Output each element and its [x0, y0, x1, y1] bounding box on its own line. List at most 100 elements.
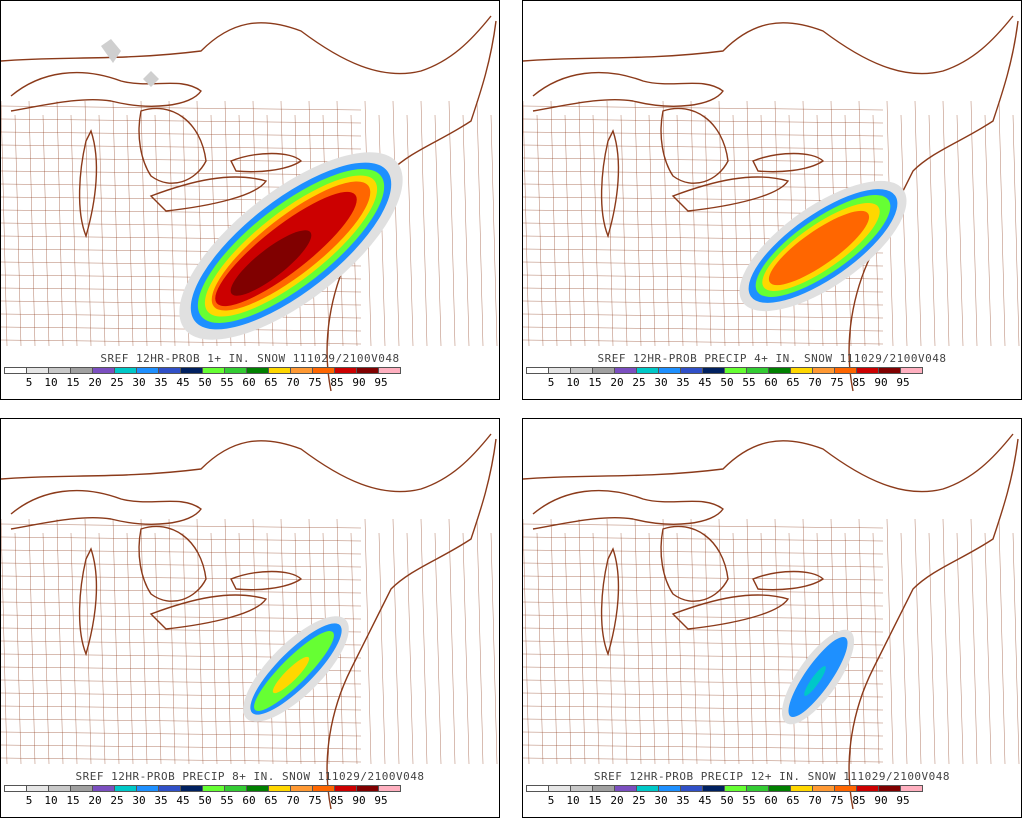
legend-swatch — [856, 785, 879, 792]
legend-tick-label: 15 — [588, 794, 602, 807]
legend-swatch — [224, 785, 247, 792]
legend-swatch — [158, 367, 181, 374]
legend-tick-label: 70 — [286, 794, 300, 807]
legend-tick-label: 10 — [566, 794, 580, 807]
legend-swatch — [356, 785, 379, 792]
legend-tick-label: 5 — [25, 376, 33, 389]
legend-swatch — [268, 367, 291, 374]
legend-swatch — [724, 367, 747, 374]
legend-swatch — [246, 367, 269, 374]
color-legend — [526, 785, 923, 792]
legend-tick-labels: 5 10 15 20 25 30 35 45 50 55 60 65 70 75 85 90 95 — [523, 794, 1021, 808]
legend-swatch — [900, 785, 923, 792]
legend-tick-label: 45 — [698, 376, 712, 389]
legend-tick-label: 30 — [132, 794, 146, 807]
legend-swatch — [114, 367, 137, 374]
legend-tick-label: 10 — [566, 376, 580, 389]
legend-tick-label: 60 — [242, 794, 256, 807]
legend-swatch — [570, 367, 593, 374]
legend-swatch — [48, 367, 71, 374]
snow-probability-map — [1, 15, 498, 392]
legend-swatch — [378, 367, 401, 374]
legend-swatch — [878, 785, 901, 792]
legend-swatch — [334, 367, 357, 374]
legend-tick-label: 25 — [110, 794, 124, 807]
legend-swatch — [636, 367, 659, 374]
legend-swatch — [834, 785, 857, 792]
legend-swatch — [290, 367, 313, 374]
legend-swatch — [526, 367, 549, 374]
legend-swatch — [158, 785, 181, 792]
legend-swatch — [856, 367, 879, 374]
color-legend — [4, 785, 401, 792]
legend-tick-label: 15 — [66, 794, 80, 807]
legend-swatch — [312, 367, 335, 374]
legend-tick-label: 65 — [264, 376, 278, 389]
legend-tick-label: 50 — [720, 794, 734, 807]
legend-tick-label: 85 — [330, 376, 344, 389]
legend-tick-labels: 5 10 15 20 25 30 35 45 50 55 60 65 70 75 85 90 95 — [523, 376, 1021, 390]
legend-swatch — [548, 785, 571, 792]
color-legend — [4, 367, 401, 374]
legend-swatch — [636, 785, 659, 792]
legend-swatch — [180, 367, 203, 374]
panel-title: SREF 12HR-PROB PRECIP 4+ IN. SNOW 111029… — [597, 352, 947, 365]
legend-tick-label: 35 — [676, 376, 690, 389]
legend-tick-label: 75 — [308, 376, 322, 389]
legend-tick-label: 20 — [610, 376, 624, 389]
legend-tick-label: 20 — [610, 794, 624, 807]
map-panel-snow-1in: SREF 12HR-PROB 1+ IN. SNOW 111029/2100V0… — [0, 0, 500, 400]
legend-tick-label: 45 — [176, 794, 190, 807]
legend-tick-label: 45 — [698, 794, 712, 807]
map-panel-snow-8in: SREF 12HR-PROB PRECIP 8+ IN. SNOW 111029… — [0, 418, 500, 818]
map-panel-snow-12in: SREF 12HR-PROB PRECIP 12+ IN. SNOW 11102… — [522, 418, 1022, 818]
legend-tick-label: 70 — [286, 376, 300, 389]
legend-tick-label: 70 — [808, 376, 822, 389]
snow-probability-map — [523, 433, 1020, 810]
legend-tick-label: 20 — [88, 794, 102, 807]
legend-tick-label: 35 — [154, 376, 168, 389]
legend-tick-label: 35 — [676, 794, 690, 807]
legend-swatch — [812, 785, 835, 792]
legend-swatch — [614, 785, 637, 792]
legend-tick-label: 85 — [330, 794, 344, 807]
legend-tick-label: 75 — [830, 794, 844, 807]
legend-swatch — [570, 785, 593, 792]
legend-tick-label: 60 — [242, 376, 256, 389]
legend-swatch — [26, 785, 49, 792]
legend-swatch — [136, 367, 159, 374]
legend-tick-label: 90 — [352, 376, 366, 389]
legend-swatch — [70, 785, 93, 792]
legend-swatch — [900, 367, 923, 374]
legend-swatch — [746, 367, 769, 374]
legend-swatch — [224, 367, 247, 374]
legend-tick-label: 5 — [547, 794, 555, 807]
legend-tick-label: 65 — [786, 794, 800, 807]
legend-tick-label: 85 — [852, 794, 866, 807]
legend-swatch — [526, 785, 549, 792]
panel-title: SREF 12HR-PROB PRECIP 12+ IN. SNOW 11102… — [593, 770, 951, 783]
legend-tick-label: 95 — [374, 376, 388, 389]
legend-swatch — [312, 785, 335, 792]
legend-tick-label: 45 — [176, 376, 190, 389]
map-panel-snow-4in: SREF 12HR-PROB PRECIP 4+ IN. SNOW 111029… — [522, 0, 1022, 400]
legend-tick-label: 85 — [852, 376, 866, 389]
legend-tick-label: 10 — [44, 376, 58, 389]
legend-tick-label: 55 — [220, 794, 234, 807]
legend-tick-label: 75 — [308, 794, 322, 807]
legend-tick-label: 15 — [66, 376, 80, 389]
legend-tick-label: 90 — [874, 794, 888, 807]
legend-swatch — [4, 367, 27, 374]
legend-swatch — [746, 785, 769, 792]
legend-swatch — [92, 785, 115, 792]
legend-tick-label: 50 — [198, 376, 212, 389]
legend-swatch — [790, 367, 813, 374]
legend-swatch — [356, 367, 379, 374]
legend-tick-label: 50 — [198, 794, 212, 807]
legend-swatch — [202, 367, 225, 374]
legend-tick-label: 15 — [588, 376, 602, 389]
legend-tick-label: 55 — [742, 376, 756, 389]
legend-swatch — [4, 785, 27, 792]
legend-swatch — [202, 785, 225, 792]
legend-tick-label: 30 — [654, 376, 668, 389]
